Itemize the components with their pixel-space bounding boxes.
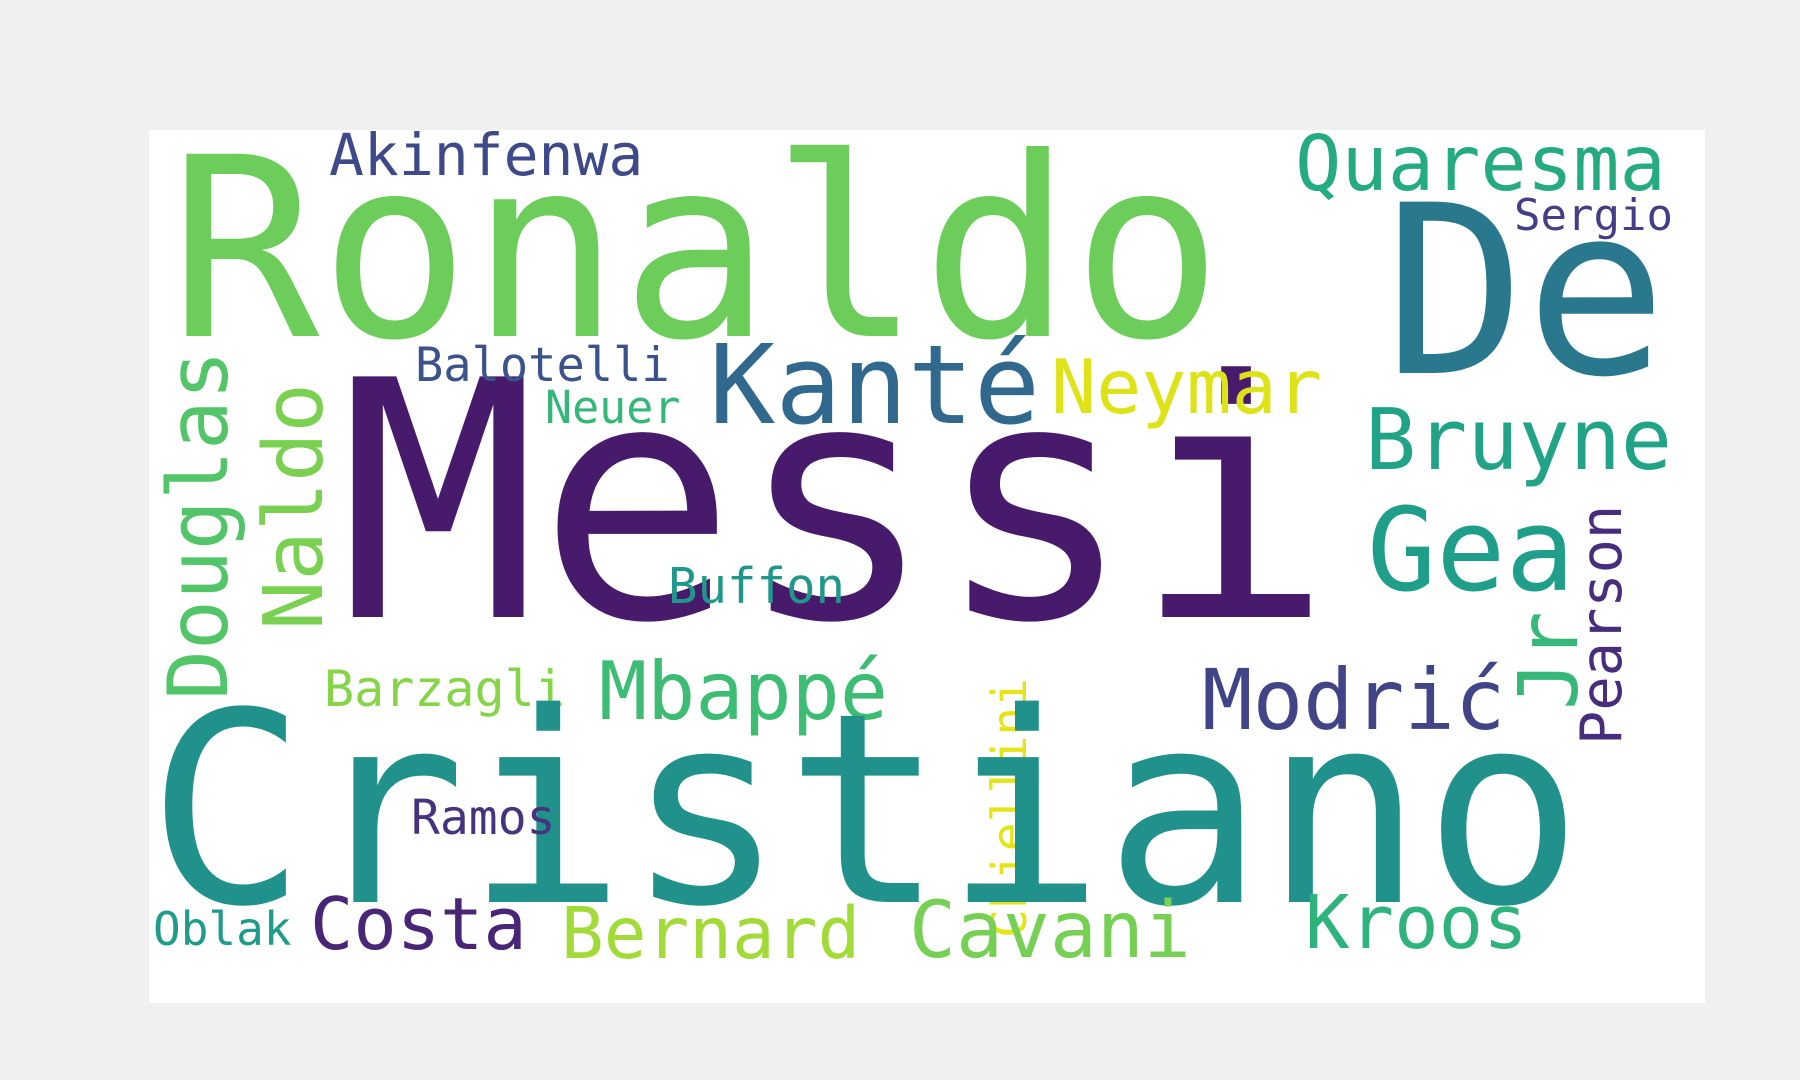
word-costa: Costa [310,882,527,966]
word-cristiano: Cristiano [147,657,1583,965]
word-kante: Kanté [709,321,1041,449]
word-sergio: Sergio [1514,190,1673,241]
word-bernard: Bernard [561,892,861,975]
word-douglas: Douglas [150,350,247,700]
word-cloud-canvas: Ronaldo De Akinfenwa Quaresma Sergio Mes… [147,125,1705,1003]
word-messi: Messi [339,311,1333,695]
word-de: De [1384,156,1667,429]
word-ronaldo: Ronaldo [169,104,1223,395]
word-ramos: Ramos [411,790,556,846]
word-modric: Modrić [1202,651,1506,749]
word-akinfenwa: Akinfenwa [329,121,644,189]
word-neuer: Neuer [545,381,681,434]
word-mbappe: Mbappé [599,645,888,738]
word-gea: Gea [1367,484,1575,618]
word-cavani: Cavani [909,886,1191,976]
word-kroos: Kroos [1305,880,1528,966]
word-balotelli: Balotelli [415,338,670,393]
word-barzagli: Barzagli [324,660,565,718]
word-neymar: Neymar [1051,343,1322,431]
word-quaresma: Quaresma [1295,120,1666,209]
word-oblak: Oblak [153,902,292,956]
word-buffon: Buffon [668,558,846,615]
word-bruyne: Bruyne [1365,391,1673,490]
word-naldo: Naldo [247,383,342,630]
